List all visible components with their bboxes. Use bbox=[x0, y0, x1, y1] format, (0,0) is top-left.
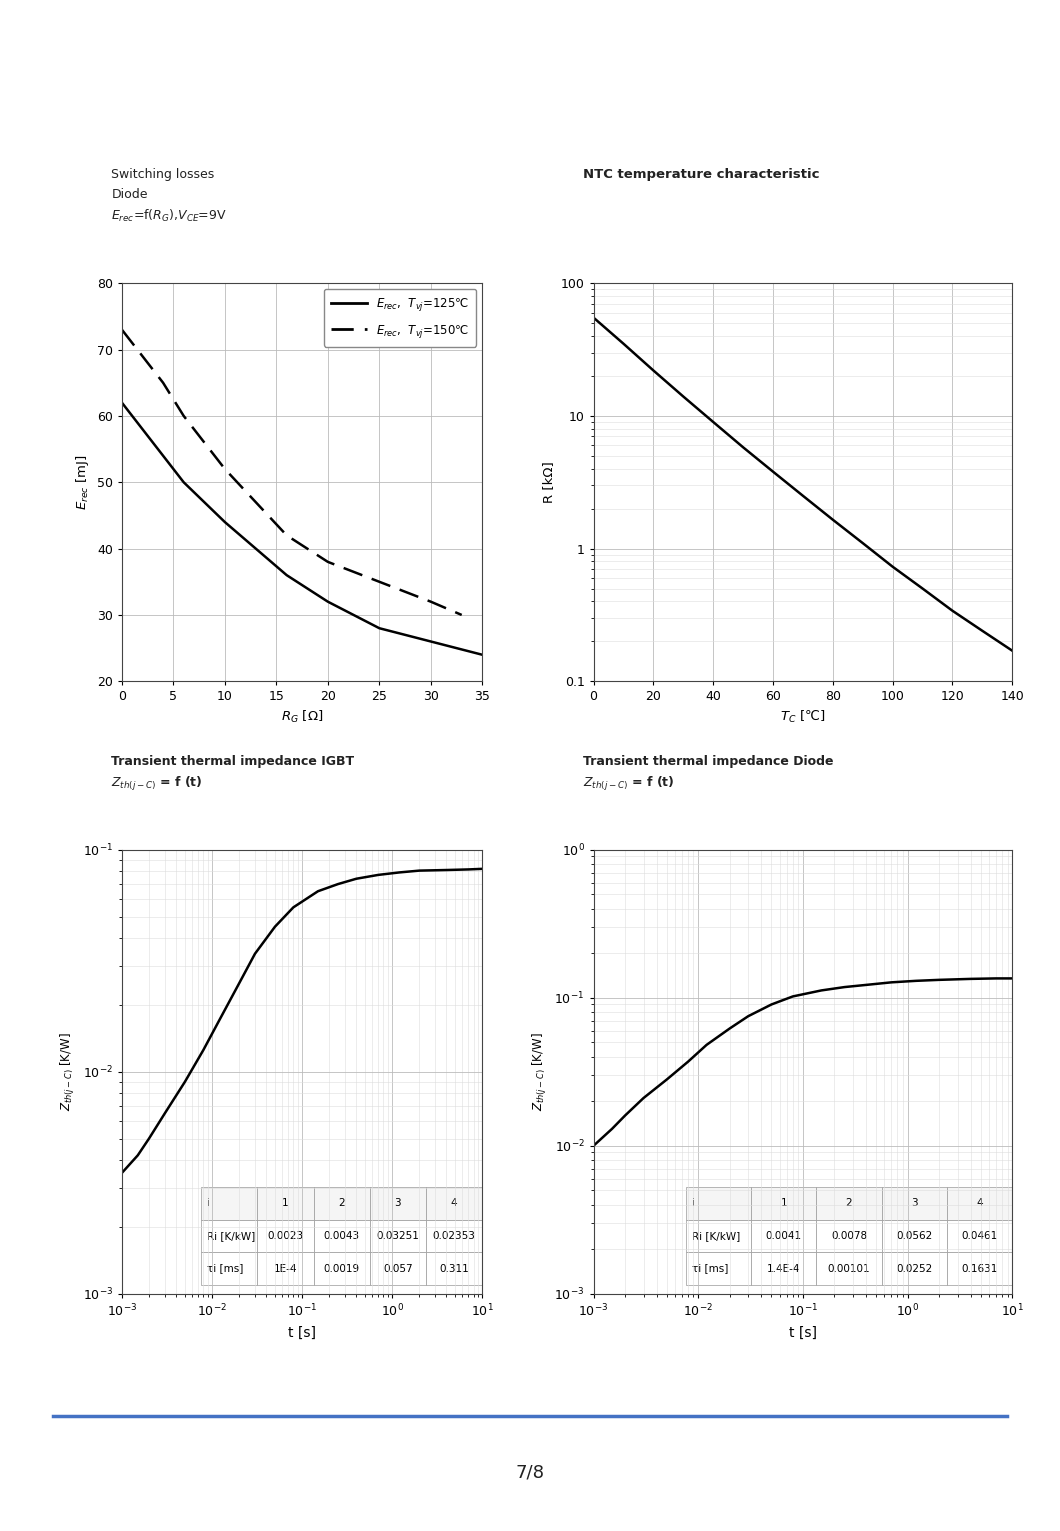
X-axis label: t [s]: t [s] bbox=[288, 1326, 316, 1340]
Text: Switching losses: Switching losses bbox=[111, 168, 214, 181]
Text: Transient thermal impedance IGBT: Transient thermal impedance IGBT bbox=[111, 755, 354, 767]
X-axis label: $R_G$ [Ω]: $R_G$ [Ω] bbox=[281, 709, 323, 726]
Y-axis label: R [kΩ]: R [kΩ] bbox=[542, 461, 555, 504]
Text: $Z_{th(j-C)}$ = f (t): $Z_{th(j-C)}$ = f (t) bbox=[111, 775, 202, 793]
Text: Diode: Diode bbox=[111, 188, 147, 201]
Text: NTC temperature characteristic: NTC temperature characteristic bbox=[583, 168, 819, 181]
Text: $Z_{th(j-C)}$ = f (t): $Z_{th(j-C)}$ = f (t) bbox=[583, 775, 674, 793]
Text: 7/8: 7/8 bbox=[515, 1464, 545, 1482]
Y-axis label: $Z_{th(j-C)}$ [K/W]: $Z_{th(j-C)}$ [K/W] bbox=[59, 1032, 77, 1112]
Text: Transient thermal impedance Diode: Transient thermal impedance Diode bbox=[583, 755, 833, 767]
Legend: $E_{rec}$,  $T_{vj}$=125℃, $E_{rec}$,  $T_{vj}$=150℃: $E_{rec}$, $T_{vj}$=125℃, $E_{rec}$, $T_… bbox=[324, 289, 476, 346]
X-axis label: t [s]: t [s] bbox=[789, 1326, 817, 1340]
Text: $E_{rec}$=f($R_G$),$V_{CE}$=9V: $E_{rec}$=f($R_G$),$V_{CE}$=9V bbox=[111, 208, 227, 225]
X-axis label: $T_C$ [℃]: $T_C$ [℃] bbox=[780, 709, 826, 726]
Y-axis label: $Z_{th(j-C)}$ [K/W]: $Z_{th(j-C)}$ [K/W] bbox=[531, 1032, 549, 1112]
Y-axis label: $E_{rec}$ [mJ]: $E_{rec}$ [mJ] bbox=[74, 455, 91, 510]
